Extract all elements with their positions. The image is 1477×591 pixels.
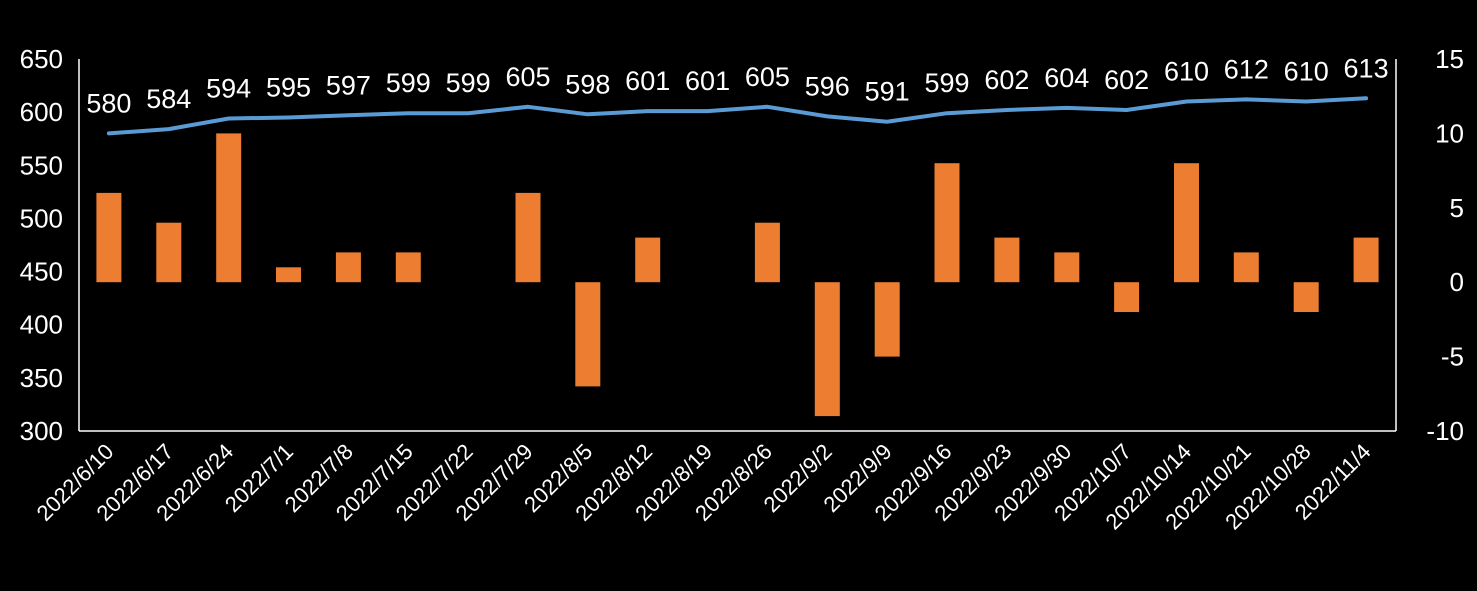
left-tick-label: 500 [20, 203, 63, 233]
bar-2022/10/7 [1114, 282, 1140, 312]
line-data-label: 599 [446, 68, 491, 98]
line-data-label: 612 [1224, 54, 1269, 84]
line-data-labels: 580 584 594 595 597 599 599 605 598 601 601 605 596 5… [86, 53, 1388, 118]
right-tick-label: 5 [1450, 193, 1464, 223]
line-data-label: 601 [685, 66, 730, 96]
bar-2022/9/30 [1054, 252, 1080, 283]
left-tick-label: 550 [20, 150, 63, 180]
right-tick-label: -5 [1441, 342, 1464, 372]
line-data-label: 599 [386, 68, 431, 98]
axes [78, 59, 1397, 432]
bar-2022/9/23 [994, 237, 1020, 283]
right-tick-label: -10 [1426, 416, 1464, 446]
bar-2022/7/8 [335, 252, 361, 283]
left-tick-label: 350 [20, 363, 63, 393]
bar-2022/6/24 [216, 133, 242, 283]
line-data-label: 594 [206, 74, 251, 104]
bar-2022/10/14 [1174, 163, 1199, 283]
bar-2022/6/17 [156, 222, 182, 283]
bar-2022/6/10 [96, 192, 122, 283]
bar-2022/10/21 [1233, 252, 1259, 283]
right-tick-label: 10 [1435, 118, 1464, 148]
line-data-label: 591 [865, 77, 910, 107]
bar-2022/7/1 [276, 267, 301, 283]
bar-2022/8/12 [635, 237, 661, 283]
line-series [106, 96, 1369, 136]
line-data-label: 610 [1164, 57, 1209, 87]
right-y-axis: -10 -5 0 5 10 15 [1426, 44, 1464, 446]
line-data-label: 613 [1344, 53, 1389, 83]
line-data-label: 584 [146, 84, 191, 114]
line-data-label: 598 [565, 69, 610, 99]
line-data-label: 602 [984, 65, 1029, 95]
line-data-label: 610 [1284, 57, 1329, 87]
line-total [106, 96, 1369, 136]
left-tick-label: 600 [20, 97, 63, 127]
line-data-label: 580 [86, 88, 131, 118]
bar-2022/7/29 [515, 192, 541, 283]
bar-2022/8/5 [575, 282, 601, 387]
line-data-label: 596 [805, 71, 850, 101]
right-tick-label: 15 [1435, 44, 1464, 74]
line-data-label: 599 [924, 68, 969, 98]
bar-2022/9/9 [874, 282, 900, 357]
bar-2022/10/28 [1293, 282, 1319, 312]
bar-2022/8/26 [754, 222, 780, 283]
line-data-label: 602 [1104, 65, 1149, 95]
line-data-label: 601 [625, 66, 670, 96]
left-tick-label: 400 [20, 310, 63, 340]
x-axis-tick-labels: 2022/6/102022/6/172022/6/242022/7/12022/… [32, 439, 1376, 535]
bar-2022/9/2 [814, 282, 840, 417]
left-tick-label: 300 [20, 416, 63, 446]
left-tick-label: 650 [20, 44, 63, 74]
bar-2022/9/16 [934, 163, 960, 283]
left-y-axis: 300 350 400 450 500 550 600 650 [20, 44, 63, 446]
line-data-label: 604 [1044, 63, 1089, 93]
left-tick-label: 450 [20, 257, 63, 287]
line-data-label: 595 [266, 72, 311, 102]
bar-series [96, 133, 1379, 417]
right-tick-label: 0 [1450, 267, 1464, 297]
bar-2022/7/15 [395, 252, 421, 283]
line-data-label: 605 [745, 62, 790, 92]
bar-2022/11/4 [1353, 237, 1379, 283]
line-data-label: 605 [505, 62, 550, 92]
line-data-label: 597 [326, 70, 371, 100]
